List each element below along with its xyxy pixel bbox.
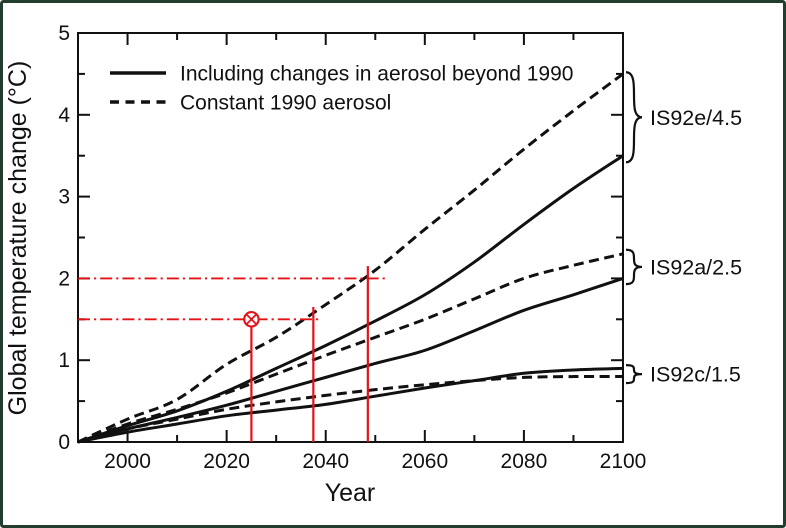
- marker-x-stroke: [246, 314, 257, 325]
- curve-IS92c-solid: [77, 366, 624, 444]
- scenario-label: IS92c/1.5: [650, 363, 741, 387]
- scenario-brace: [625, 364, 643, 385]
- x-tick-label: 2020: [203, 450, 250, 473]
- circled-x-marker: [243, 311, 260, 328]
- scenario-brace: [625, 248, 643, 286]
- curve-IS92a-dashed: [77, 252, 624, 444]
- y-tick-label: 0: [58, 431, 70, 454]
- x-tick-label: 2040: [302, 450, 349, 473]
- legend-entry: Constant 1990 aerosol: [110, 92, 391, 115]
- scenario-brace: [625, 71, 643, 164]
- scenario-group: IS92a/2.5: [625, 248, 742, 286]
- scenario-label: IS92a/2.5: [650, 255, 742, 279]
- x-tick-label: 2100: [600, 450, 647, 473]
- y-axis-title: Global temperature change (°C): [4, 61, 32, 416]
- x-axis-title: Year: [325, 479, 376, 507]
- x-tick-label: 2000: [104, 450, 151, 473]
- curve-IS92e-dashed: [77, 72, 624, 444]
- legend-label: Including changes in aerosol beyond 1990: [180, 63, 573, 86]
- y-tick-label: 4: [58, 104, 70, 127]
- x-tick-label: 2060: [401, 450, 448, 473]
- legend-label: Constant 1990 aerosol: [180, 92, 391, 115]
- y-tick-label: 1: [58, 349, 70, 372]
- scenario-group: IS92c/1.5: [625, 363, 741, 387]
- scenario-group: IS92e/4.5: [625, 71, 742, 164]
- scenario-label: IS92e/4.5: [650, 106, 742, 130]
- x-tick-label: 2080: [501, 450, 548, 473]
- y-tick-label: 5: [58, 22, 70, 45]
- legend-entry: Including changes in aerosol beyond 1990: [110, 63, 573, 86]
- y-tick-label: 2: [58, 267, 70, 290]
- curve-IS92e-solid: [77, 154, 624, 444]
- curve-IS92c-dashed: [77, 375, 624, 444]
- y-tick-label: 3: [58, 186, 70, 209]
